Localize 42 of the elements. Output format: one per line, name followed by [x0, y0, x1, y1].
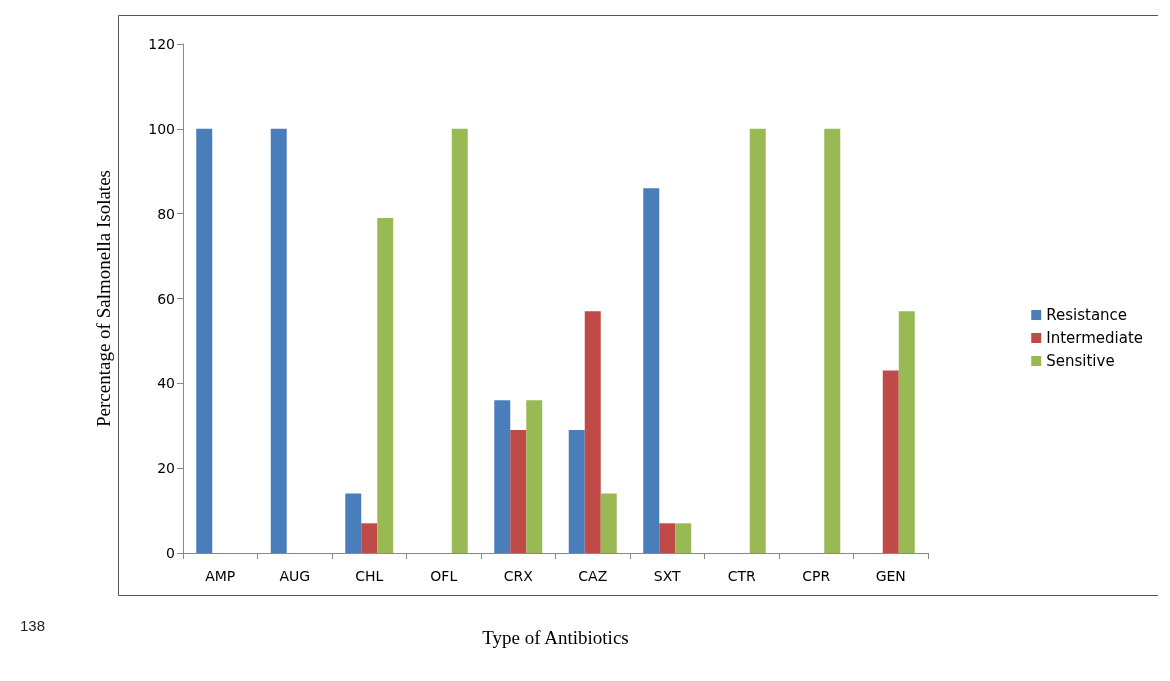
bar [377, 217, 394, 553]
bar [345, 493, 362, 553]
bar [643, 188, 660, 553]
x-tick-label: CPR [802, 568, 831, 584]
legend-label: Resistance [1046, 306, 1128, 324]
y-tick-label: 20 [157, 460, 175, 477]
legend-label: Sensitive [1046, 352, 1115, 370]
bar [600, 493, 617, 553]
x-tick-label: AMP [205, 568, 236, 584]
x-tick-label: AUG [279, 568, 311, 584]
y-tick-label: 80 [157, 205, 175, 222]
bar [510, 429, 527, 553]
bar [270, 128, 287, 553]
bar [898, 311, 915, 553]
legend-label: Intermediate [1046, 329, 1144, 347]
bar [675, 523, 692, 553]
bar [824, 128, 841, 553]
x-tick-label: CRX [503, 568, 534, 584]
bar [196, 128, 213, 553]
y-tick-label: 60 [157, 290, 175, 307]
y-tick-label: 40 [157, 375, 175, 392]
bar [568, 429, 585, 553]
x-tick-label: GEN [875, 568, 906, 584]
x-axis-title: Type of Antibiotics [482, 627, 629, 648]
y-axis-title: Percentage of Salmonella Isolates [93, 170, 114, 427]
bar [526, 400, 543, 553]
bar [451, 128, 468, 553]
y-tick-label: 0 [166, 545, 175, 561]
bar [882, 370, 899, 553]
bar [584, 311, 601, 553]
bar [494, 400, 511, 553]
y-tick-label: 100 [148, 120, 175, 137]
x-tick-label: CTR [727, 568, 757, 584]
text: 138 [20, 617, 46, 634]
bar [361, 523, 378, 553]
bar [749, 128, 766, 553]
y-tick-label: 120 [148, 36, 175, 52]
x-tick-label: CAZ [578, 568, 608, 584]
x-tick-label: CHL [355, 568, 384, 584]
x-tick-label: SXT [653, 568, 682, 584]
bar [659, 523, 676, 553]
x-tick-label: OFL [430, 568, 458, 584]
